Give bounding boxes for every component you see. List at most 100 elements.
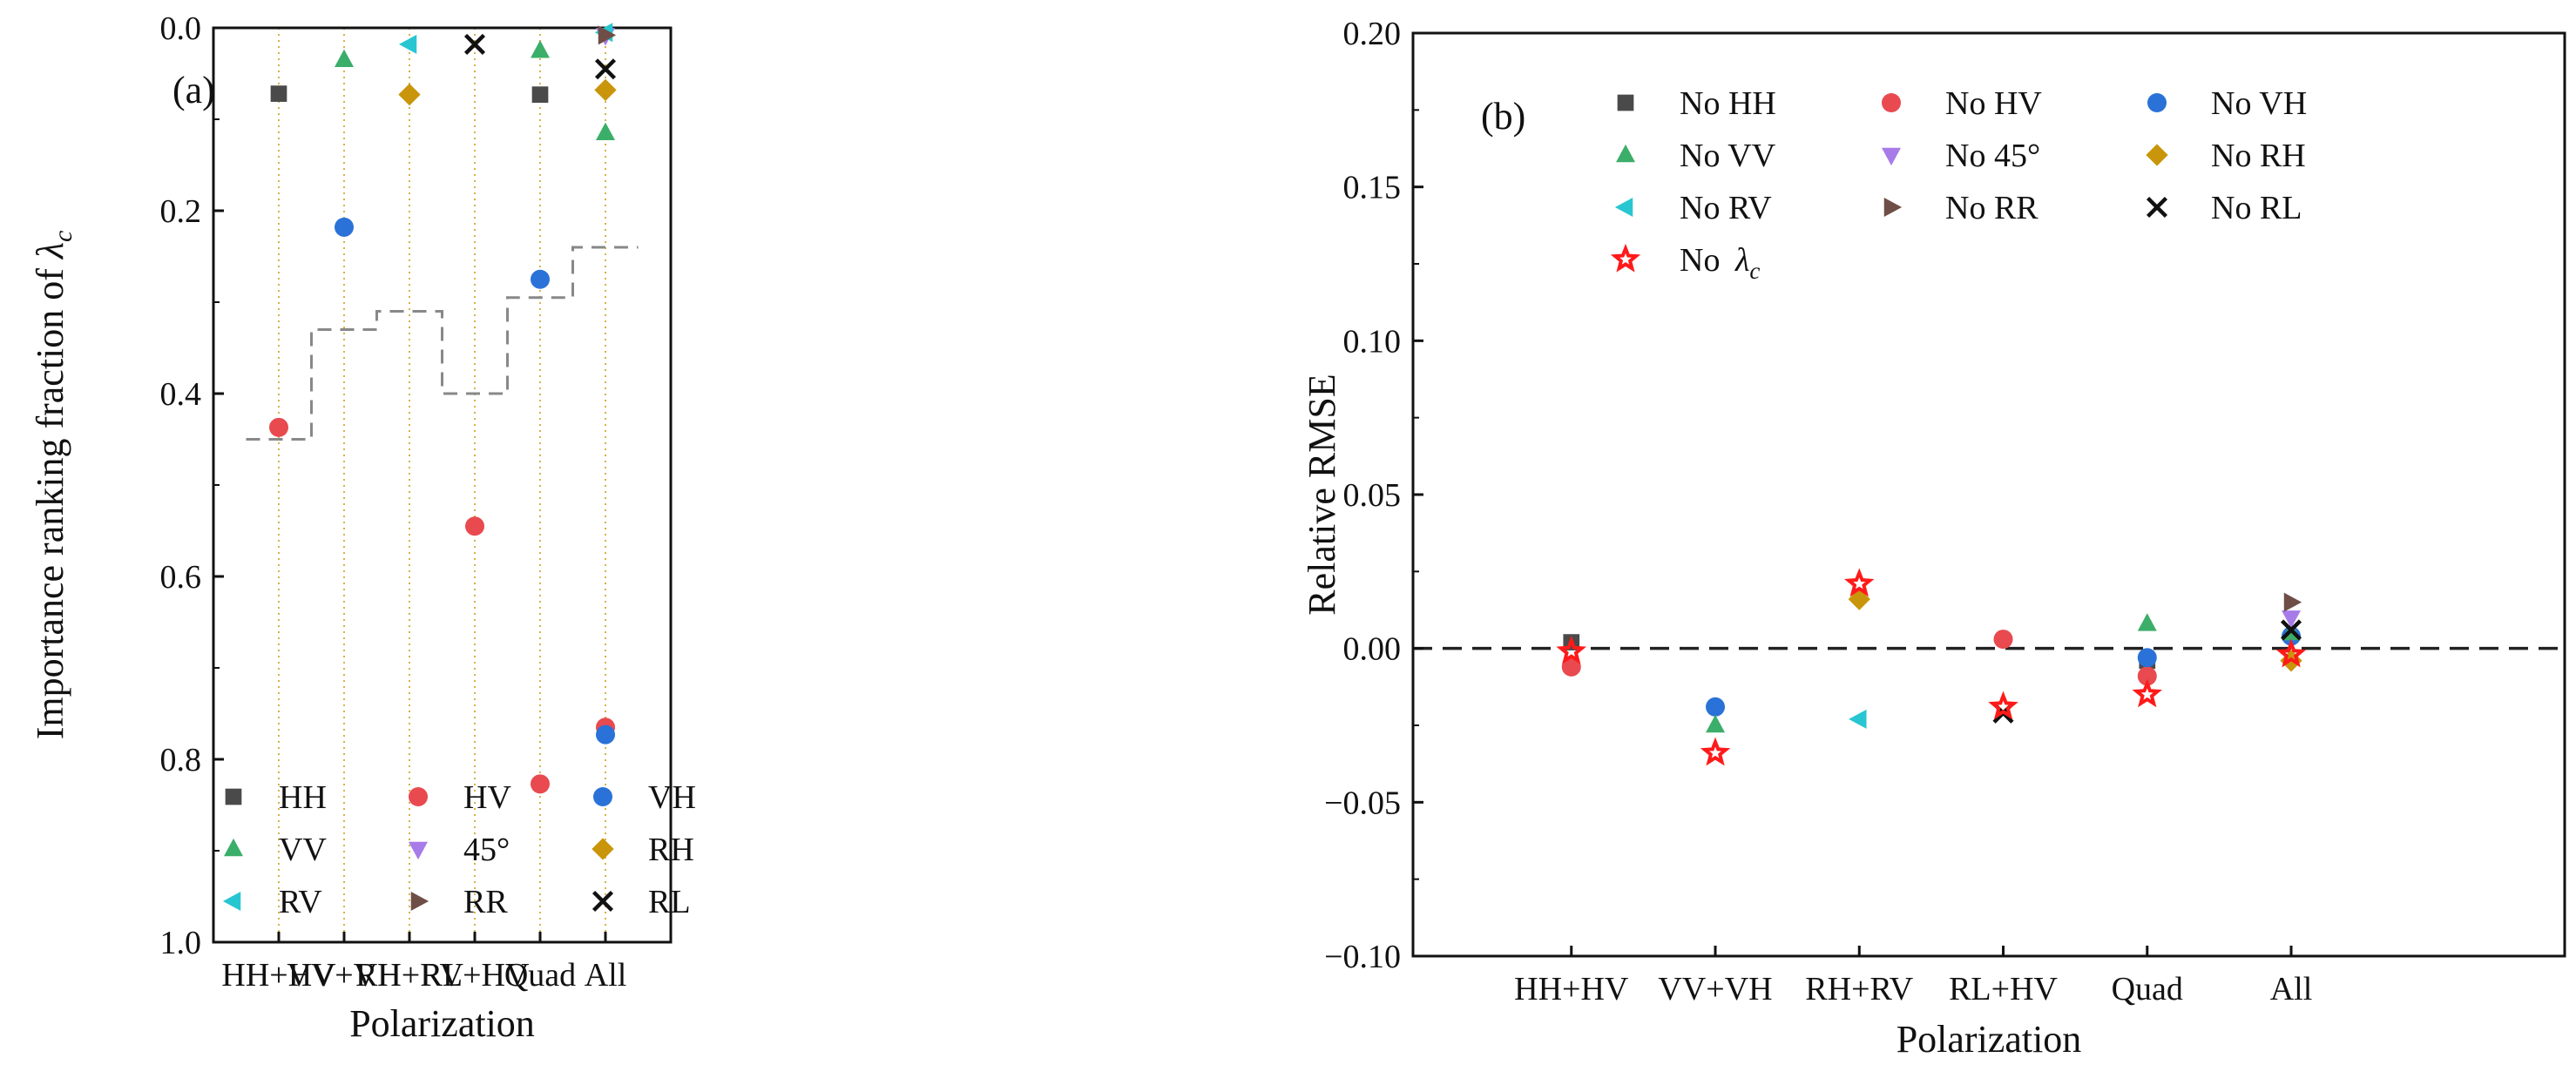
legend-b-label-vv: No VV — [1680, 138, 1776, 174]
point-vh-vv-vh — [335, 217, 354, 237]
point-rr-all — [2283, 592, 2302, 612]
legend-b: No HH No HV No VH No VV No 45° No RH No RV No R… — [1610, 85, 2307, 284]
legend-a-label-hv: HV — [463, 779, 511, 816]
legend-b-marker-hh — [1617, 94, 1634, 111]
point-vh-all — [596, 724, 615, 744]
y-tick-label: −0.05 — [1324, 785, 1401, 821]
legend-b-label-rl: No RL — [2211, 190, 2302, 226]
legend-b-label-subscript: c — [1749, 258, 1760, 284]
point-lc-hh-hv — [1556, 636, 1587, 664]
point-vh-quad — [2137, 648, 2157, 668]
point-rl-all — [2280, 619, 2302, 641]
panel-label-b: (b) — [1481, 95, 1525, 138]
point-rl-all — [594, 58, 617, 80]
point-lc-rl-hv — [1988, 691, 2018, 720]
point-hv-quad — [531, 774, 550, 794]
x-tick-label: VV+VH — [287, 957, 401, 994]
legend-b-marker-rr — [1883, 198, 1903, 217]
x-axis-title: Polarization — [1897, 1018, 2082, 1061]
x-tick-label: RL+HV — [421, 957, 530, 994]
x-tick-label: HH+HV — [221, 957, 336, 994]
point-vh-quad — [531, 269, 550, 289]
legend-b-label-rv: No RV — [1680, 190, 1772, 226]
legend-a-label-vv: VV — [279, 832, 327, 868]
point-45-all — [2282, 610, 2302, 629]
y-tick-label: 0.10 — [1343, 323, 1402, 360]
point-hv-quad — [2137, 666, 2157, 686]
point-rl-rl-hv — [463, 33, 486, 55]
legend-b-label-45: No 45° — [1945, 138, 2040, 174]
x-tick-label: Quad — [504, 957, 576, 994]
point-hv-hh-hv — [1561, 657, 1581, 677]
point-hh-hh-hv — [270, 85, 287, 102]
point-lc-vv-vh — [1700, 737, 1731, 766]
legend-a-marker-hh — [225, 788, 242, 805]
y-axis-title-text: Importance ranking fraction of — [29, 259, 71, 739]
point-vh-vv-vh — [1706, 697, 1726, 717]
x-tick-label: All — [585, 957, 627, 994]
legend-b-label-lc: No λc — [1680, 242, 1760, 284]
legend-b-label-hh: No HH — [1680, 85, 1776, 122]
legend-b-label-symbol: λ — [1734, 242, 1749, 279]
legend-a: HH HV VH VV 45° RH RV RR RL — [222, 779, 696, 920]
x-tick-label: All — [2270, 971, 2313, 1007]
legend-a-label-hh: HH — [279, 779, 327, 816]
y-axis-title-symbol: λ — [29, 242, 71, 260]
y-tick-label: 0.05 — [1343, 477, 1402, 514]
y-tick-label: 0.00 — [1343, 631, 1402, 668]
legend-a-label-vh: VH — [648, 779, 696, 816]
y-tick-label: 0.2 — [160, 193, 202, 230]
legend-b-marker-hv — [1882, 93, 1901, 112]
y-tick-label: 0.4 — [160, 376, 202, 413]
legend-a-marker-rv — [222, 892, 241, 911]
x-tick-label: VV+VH — [1658, 971, 1772, 1007]
point-rh-rh-rv — [398, 84, 421, 106]
y-axis-title: Relative RMSE — [1301, 374, 1343, 615]
legend-a-label-rl: RL — [648, 884, 691, 920]
panel-a-importance-ranking: 0.0 0.2 0.4 0.6 0.8 1.0 HH+HVVV+VHRH+RVRL+HVQu… — [29, 10, 696, 1045]
y-tick-label: 0.8 — [160, 742, 202, 778]
legend-a-label-rh: RH — [648, 832, 694, 868]
legend-b-label-vh: No VH — [2211, 85, 2307, 122]
average-rank-step-line — [246, 246, 639, 441]
y-tick-label: 0.0 — [160, 10, 202, 47]
point-vv-vv-vh — [1706, 714, 1726, 733]
point-hh-quad — [531, 86, 549, 103]
point-hv-hh-hv — [269, 417, 288, 437]
panel-b-relative-rmse: 0.20 0.15 0.10 0.05 0.00 −0.05 −0.10 HH+HV VV+VH… — [1301, 16, 2566, 1061]
point-lc-quad — [2132, 678, 2162, 708]
x-tick-label: Quad — [2112, 971, 2183, 1007]
y-axis-title: Importance ranking fraction of λc — [29, 231, 78, 740]
legend-b-marker-45 — [1882, 147, 1901, 166]
y-axis-title-subscript: c — [49, 231, 78, 242]
legend-b-marker-rh — [2146, 144, 2168, 166]
point-lc-rh-rv — [1844, 568, 1875, 597]
legend-a-label-rv: RV — [279, 884, 322, 920]
point-vv-all — [596, 122, 615, 140]
y-tick-label: 0.6 — [160, 559, 202, 596]
legend-b-marker-vh — [2147, 93, 2167, 112]
legend-b-marker-vv — [1616, 144, 1635, 163]
legend-b-marker-lc — [1610, 243, 1641, 273]
legend-a-marker-rh — [592, 838, 614, 860]
point-rh-all — [594, 78, 617, 102]
legend-b-label-rh: No RH — [2211, 138, 2306, 174]
x-tick-label: RH+RV — [355, 957, 464, 994]
panel-label-a: (a) — [172, 69, 215, 111]
point-rv-rh-rv — [398, 34, 417, 54]
legend-a-marker-hv — [409, 787, 428, 806]
y-tick-label: 0.20 — [1343, 16, 1402, 52]
y-tick-label: 1.0 — [160, 925, 202, 961]
point-hv-rl-hv — [1993, 630, 2013, 650]
legend-a-label-45: 45° — [463, 832, 510, 868]
legend-b-label-text: No — [1680, 242, 1728, 279]
point-vv-quad — [531, 40, 550, 58]
point-vv-quad — [2137, 613, 2157, 631]
y-tick-label: 0.15 — [1343, 170, 1402, 206]
legend-a-marker-45 — [409, 841, 428, 860]
x-tick-label: HH+HV — [1514, 971, 1629, 1007]
x-tick-label: RL+HV — [1949, 971, 2058, 1007]
legend-a-marker-vv — [224, 838, 243, 857]
point-vv-vv-vh — [335, 49, 354, 67]
